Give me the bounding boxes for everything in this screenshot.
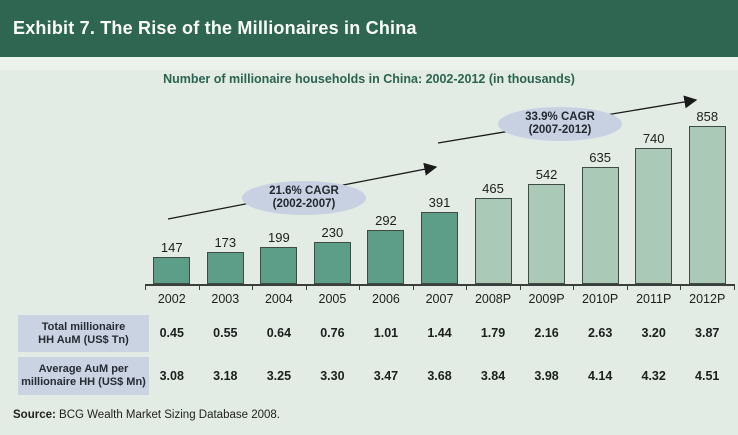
table-cell: 1.44 xyxy=(427,326,452,340)
x-axis-label: 2012P xyxy=(689,292,726,306)
bar-value-label: 292 xyxy=(375,213,397,228)
bar-2012P xyxy=(688,126,726,284)
table-cell: 3.25 xyxy=(266,369,292,383)
bar-2008P xyxy=(474,198,512,284)
bar-value-label: 542 xyxy=(535,167,558,182)
table-cell: 4.14 xyxy=(587,369,613,383)
table-cell: 1.79 xyxy=(480,326,506,340)
header-separator xyxy=(0,57,738,70)
bar-value-label: 740 xyxy=(642,131,665,146)
table-cell: 3.30 xyxy=(320,369,345,383)
table-cell: 3.98 xyxy=(534,369,559,383)
table-cell: 0.45 xyxy=(159,326,184,340)
axis-tick xyxy=(734,286,735,290)
cagr-value: 33.9% CAGR xyxy=(525,110,595,123)
table-row-label-average-aum: Average AuM per millionaire HH (US$ Mn) xyxy=(18,357,149,395)
axis-tick xyxy=(573,286,575,290)
x-axis-label: 2004 xyxy=(264,292,293,306)
bar-value-label: 635 xyxy=(589,150,611,165)
cagr-annotation-2007-2012: 33.9% CAGR (2007-2012) xyxy=(498,107,622,141)
row-label-line: Total millionaire xyxy=(41,320,126,333)
bar-value-label: 147 xyxy=(160,240,183,255)
chart-title: Number of millionaire households in Chin… xyxy=(163,72,575,86)
bar-value-label: 230 xyxy=(321,225,344,240)
x-axis-label: 2008P xyxy=(474,292,512,306)
cagr-period: (2002-2007) xyxy=(272,198,336,210)
axis-tick xyxy=(519,286,521,290)
row-label-line: HH AuM (US$ Tn) xyxy=(38,333,129,346)
row-label-line: millionaire HH (US$ Mn) xyxy=(21,376,146,388)
table-cell: 3.84 xyxy=(480,369,506,383)
table-cell: 4.32 xyxy=(641,369,666,383)
axis-tick xyxy=(359,286,361,290)
source-text: BCG Wealth Market Sizing Database 2008. xyxy=(59,409,280,421)
bar-2009P xyxy=(528,184,566,284)
bar-value-label: 199 xyxy=(268,230,290,245)
table-cell: 3.68 xyxy=(427,369,452,383)
table-cell: 3.87 xyxy=(695,326,720,340)
bar-2011P xyxy=(635,148,673,284)
row-label-line: Average AuM per xyxy=(38,363,129,375)
x-axis-label: 2005 xyxy=(318,292,347,306)
x-axis-label: 2011P xyxy=(636,292,672,306)
table-cell: 3.18 xyxy=(213,369,238,383)
axis-tick xyxy=(198,286,200,290)
source-note: Source: BCG Wealth Market Sizing Databas… xyxy=(13,409,280,421)
bar-2005 xyxy=(313,242,351,284)
cagr-value: 21.6% CAGR xyxy=(269,184,339,197)
bar-2003 xyxy=(206,252,244,284)
bar-value-label: 465 xyxy=(482,181,504,196)
table-cell: 0.55 xyxy=(213,326,238,340)
x-axis-label: 2003 xyxy=(211,292,240,306)
table-cell: 0.76 xyxy=(320,326,345,340)
cagr-annotation-2002-2007: 21.6% CAGR (2002-2007) xyxy=(242,181,366,215)
axis-tick xyxy=(305,286,307,290)
table-cell: 4.51 xyxy=(695,369,720,383)
axis-tick xyxy=(680,286,682,290)
x-axis-label: 2007 xyxy=(425,292,454,306)
bar-2007 xyxy=(421,212,458,284)
cagr-period: (2007-2012) xyxy=(528,124,592,136)
exhibit-header-bar: Exhibit 7. The Rise of the Millionaires … xyxy=(0,0,738,57)
bar-2010P xyxy=(581,167,619,284)
table-cell: 2.63 xyxy=(587,326,613,340)
axis-tick xyxy=(252,286,254,290)
table-cell: 3.08 xyxy=(159,369,184,383)
bar-value-label: 391 xyxy=(428,195,451,210)
table-cell: 2.16 xyxy=(534,326,559,340)
source-label: Source: xyxy=(13,409,56,421)
x-axis-label: 2009P xyxy=(528,292,565,306)
table-cell: 3.47 xyxy=(373,369,399,383)
axis-tick xyxy=(626,286,628,290)
bar-2004 xyxy=(260,247,298,284)
x-axis xyxy=(145,284,735,286)
x-axis-label: 2010P xyxy=(582,292,619,306)
x-axis-label: 2006 xyxy=(372,292,400,306)
axis-tick xyxy=(412,286,414,290)
table-cell: 0.64 xyxy=(266,326,292,340)
x-axis-label: 2002 xyxy=(157,292,186,306)
bar-value-label: 173 xyxy=(214,235,237,250)
table-row-label-total-aum: Total millionaire HH AuM (US$ Tn) xyxy=(18,315,149,352)
axis-tick xyxy=(145,286,146,290)
table-cell: 1.01 xyxy=(373,326,399,340)
exhibit-title: Exhibit 7. The Rise of the Millionaires … xyxy=(13,18,417,38)
table-cell: 3.20 xyxy=(641,326,666,340)
axis-tick xyxy=(466,286,468,290)
bar-value-label: 858 xyxy=(696,109,719,124)
bar-2002 xyxy=(153,257,191,284)
bar-2006 xyxy=(367,230,405,284)
